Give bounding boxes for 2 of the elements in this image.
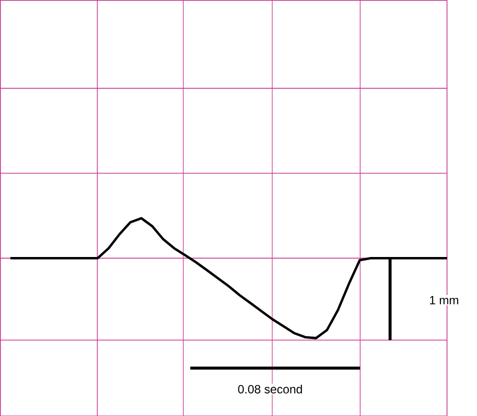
annotation: 1 mm bbox=[430, 296, 458, 304]
text: 0.08 second bbox=[238, 384, 302, 394]
